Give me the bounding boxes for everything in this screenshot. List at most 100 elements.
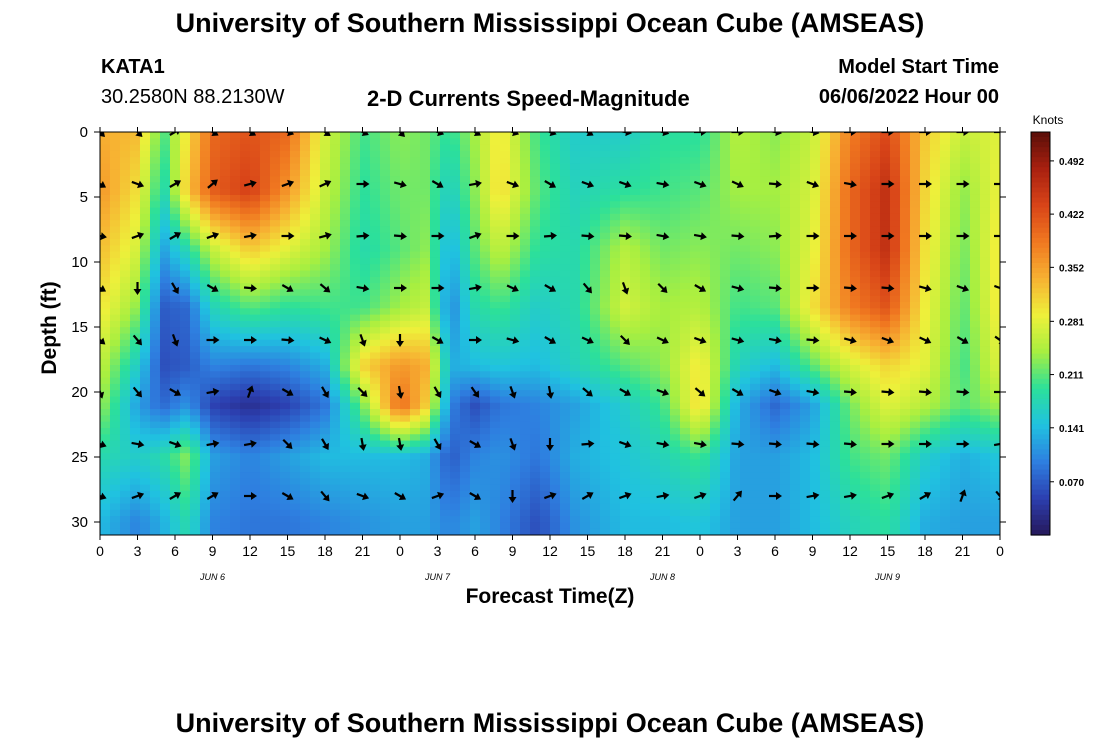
heatmap-cell bbox=[410, 226, 421, 234]
heatmap-cell bbox=[760, 289, 771, 297]
heatmap-cell bbox=[460, 503, 471, 511]
heatmap-cell bbox=[350, 150, 361, 158]
heatmap-cell bbox=[840, 194, 851, 202]
heatmap-cell bbox=[560, 150, 571, 158]
heatmap-cell bbox=[160, 352, 171, 360]
heatmap-cell bbox=[140, 333, 151, 341]
heatmap-cell bbox=[740, 516, 751, 524]
heatmap-cell bbox=[460, 157, 471, 165]
heatmap-cell bbox=[460, 497, 471, 505]
heatmap-cell bbox=[790, 194, 801, 202]
heatmap-cell bbox=[400, 402, 411, 410]
heatmap-cell bbox=[860, 396, 871, 404]
heatmap-cell bbox=[150, 194, 161, 202]
heatmap-cell bbox=[280, 150, 291, 158]
heatmap-cell bbox=[810, 245, 821, 253]
heatmap-cell bbox=[580, 276, 591, 284]
heatmap-cell bbox=[290, 182, 301, 190]
heatmap-cell bbox=[870, 503, 881, 511]
heatmap-cell bbox=[330, 169, 341, 177]
heatmap-cell bbox=[420, 459, 431, 467]
heatmap-cell bbox=[270, 465, 281, 473]
heatmap-cell bbox=[400, 276, 411, 284]
heatmap-cell bbox=[460, 245, 471, 253]
heatmap-cell bbox=[420, 213, 431, 221]
heatmap-cell bbox=[350, 528, 361, 535]
heatmap-cell bbox=[190, 522, 201, 530]
heatmap-cell bbox=[570, 459, 581, 467]
heatmap-cell bbox=[280, 264, 291, 272]
heatmap-cell bbox=[330, 239, 341, 246]
heatmap-cell bbox=[630, 497, 641, 505]
heatmap-cell bbox=[520, 434, 531, 442]
heatmap-cell bbox=[580, 484, 591, 492]
heatmap-cell bbox=[840, 289, 851, 297]
heatmap-cell bbox=[240, 528, 251, 535]
heatmap-cell bbox=[160, 377, 171, 385]
heatmap-cell bbox=[580, 409, 591, 416]
heatmap-cell bbox=[530, 144, 541, 152]
heatmap-cell bbox=[240, 427, 251, 435]
heatmap-cell bbox=[510, 377, 521, 385]
heatmap-cell bbox=[330, 472, 341, 479]
heatmap-cell bbox=[180, 528, 191, 535]
heatmap-cell bbox=[350, 308, 361, 316]
heatmap-cell bbox=[240, 472, 251, 479]
heatmap-cell bbox=[500, 390, 511, 398]
heatmap-cell bbox=[500, 446, 511, 454]
heatmap-cell bbox=[530, 371, 541, 379]
heatmap-cell bbox=[170, 226, 181, 234]
heatmap-cell bbox=[400, 251, 411, 259]
heatmap-cell bbox=[270, 346, 281, 353]
heatmap-cell bbox=[560, 327, 571, 335]
heatmap-cell bbox=[460, 194, 471, 202]
heatmap-cell bbox=[630, 289, 641, 297]
heatmap-cell bbox=[700, 320, 711, 328]
heatmap-cell bbox=[800, 484, 811, 492]
heatmap-cell bbox=[670, 440, 681, 448]
heatmap-cell bbox=[130, 314, 141, 322]
heatmap-cell bbox=[150, 497, 161, 505]
heatmap-cell bbox=[820, 421, 831, 429]
heatmap-cell bbox=[280, 333, 291, 341]
heatmap-cell bbox=[170, 138, 181, 146]
heatmap-cell bbox=[130, 182, 141, 190]
heatmap-cell bbox=[180, 201, 191, 209]
heatmap-cell bbox=[370, 270, 381, 278]
heatmap-cell bbox=[510, 150, 521, 158]
heatmap-cell bbox=[120, 440, 131, 448]
heatmap-cell bbox=[490, 264, 501, 272]
heatmap-cell bbox=[570, 295, 581, 303]
heatmap-cell bbox=[160, 201, 171, 209]
heatmap-cell bbox=[530, 194, 541, 202]
heatmap-cell bbox=[550, 421, 561, 429]
heatmap-cell bbox=[860, 220, 871, 228]
heatmap-cell bbox=[250, 409, 261, 416]
heatmap-cell bbox=[440, 188, 451, 196]
heatmap-cell bbox=[240, 484, 251, 492]
heatmap-cell bbox=[130, 169, 141, 177]
heatmap-cell bbox=[810, 144, 821, 152]
heatmap-cell bbox=[260, 390, 271, 398]
heatmap-cell bbox=[460, 239, 471, 246]
heatmap-cell bbox=[750, 163, 761, 171]
heatmap-cell bbox=[710, 302, 721, 309]
heatmap-cell bbox=[440, 257, 451, 265]
heatmap-cell bbox=[770, 516, 781, 524]
heatmap-cell bbox=[440, 509, 451, 517]
heatmap-cell bbox=[650, 434, 661, 442]
heatmap-cell bbox=[730, 182, 741, 190]
heatmap-cell bbox=[600, 503, 611, 511]
heatmap-cell bbox=[790, 302, 801, 309]
heatmap-cell bbox=[400, 327, 411, 335]
heatmap-cell bbox=[630, 150, 641, 158]
heatmap-cell bbox=[300, 320, 311, 328]
heatmap-cell bbox=[280, 503, 291, 511]
heatmap-cell bbox=[780, 276, 791, 284]
heatmap-cell bbox=[620, 427, 631, 435]
heatmap-cell bbox=[560, 377, 571, 385]
heatmap-cell bbox=[610, 327, 621, 335]
heatmap-cell bbox=[500, 339, 511, 347]
heatmap-cell bbox=[510, 352, 521, 360]
heatmap-cell bbox=[230, 289, 241, 297]
